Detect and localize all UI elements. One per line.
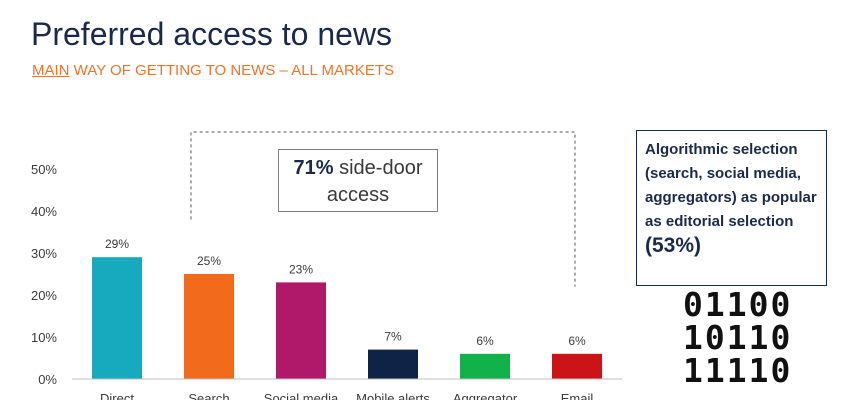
algorithmic-selection-box: Algorithmic selection (search, social me… (636, 130, 827, 286)
callout-percent: 71% (293, 157, 334, 179)
callout-text: side-door (333, 157, 423, 179)
y-tick-label: 50% (31, 162, 57, 177)
value-label: 23% (289, 262, 313, 276)
y-tick-label: 10% (31, 330, 57, 345)
bar (552, 353, 602, 379)
value-label: 6% (568, 334, 586, 348)
x-tick-label: Social media (264, 391, 339, 400)
value-label: 6% (476, 334, 494, 348)
page-title: Preferred access to news (31, 16, 393, 52)
y-tick-label: 40% (31, 204, 57, 219)
x-tick-label: Aggregator (453, 391, 518, 400)
x-tick-label: Email (561, 391, 594, 400)
bar (368, 349, 418, 379)
subtitle-underlined: MAIN (32, 62, 70, 79)
sidebox-text: Algorithmic selection (search, social me… (645, 141, 817, 230)
side-door-bracket (190, 131, 576, 287)
bar (92, 257, 142, 379)
binary-line: 01100 (683, 285, 793, 324)
callout-text-2: access (326, 184, 390, 206)
y-tick-label: 20% (31, 288, 57, 303)
value-label: 7% (384, 330, 402, 344)
value-label: 29% (105, 237, 129, 251)
side-door-callout: 71% side-door access (278, 149, 438, 212)
x-tick-label: Mobile alerts (356, 391, 430, 400)
value-label: 25% (197, 254, 221, 268)
bar (184, 274, 234, 379)
binary-line: 10110 (683, 318, 793, 357)
x-tick-label: Search (188, 391, 229, 400)
bar (460, 353, 510, 379)
bar (276, 282, 326, 379)
x-tick-label: Direct (100, 391, 134, 400)
y-tick-label: 0% (38, 372, 57, 387)
binary-digits: 01100 10110 11110 (683, 288, 793, 387)
page-subtitle: MAIN WAY OF GETTING TO NEWS – ALL MARKET… (32, 62, 394, 79)
sidebox-highlight: (53%) (645, 234, 702, 257)
y-tick-label: 30% (31, 246, 57, 261)
binary-line: 11110 (683, 351, 793, 390)
subtitle-rest: WAY OF GETTING TO NEWS – ALL MARKETS (69, 62, 395, 79)
